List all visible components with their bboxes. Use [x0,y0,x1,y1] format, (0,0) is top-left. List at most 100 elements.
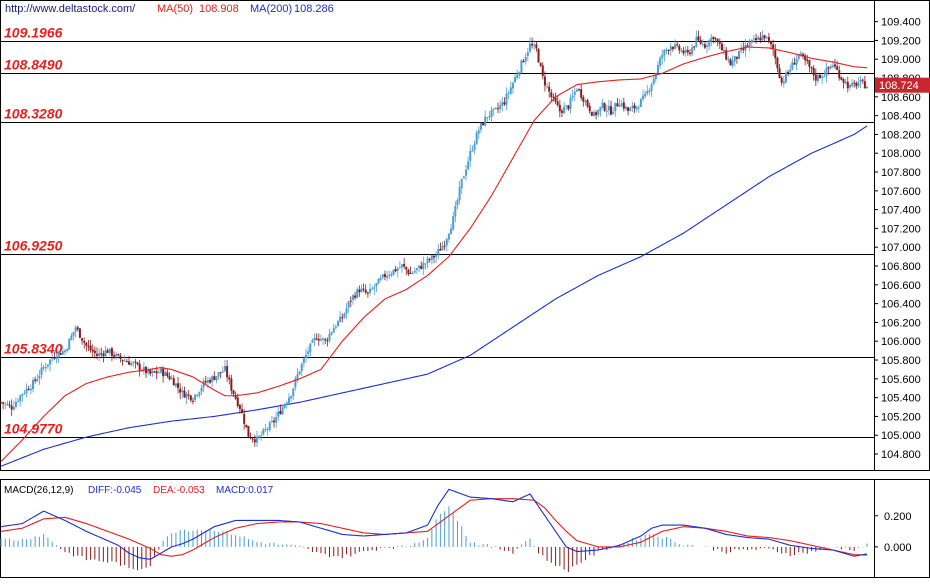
candle-body [369,288,372,293]
candle-body [115,354,118,358]
price-tick-label-15: 107.800 [881,167,921,179]
candle-body [725,50,728,60]
candle-body [814,74,817,81]
candle-body [162,368,165,377]
candle-body [458,187,461,201]
candle-body [610,106,613,115]
candle-body [153,371,156,373]
candle-body [439,249,442,251]
candle-body [836,66,839,70]
candle-body [300,363,303,372]
candle-body [138,363,141,371]
candle-body [136,362,139,365]
candle-body [17,401,20,403]
candle-body [755,38,758,41]
candle-body [799,53,802,55]
candle-body [467,161,470,170]
candle-body [34,379,37,381]
price-tick-label-6: 106.000 [881,336,921,348]
candle-body [134,361,137,363]
candle-body [618,105,621,107]
candle-body [123,360,126,362]
candle-body [575,89,578,92]
candle-body [113,355,116,357]
candle-body [776,57,779,69]
candle-body [789,69,792,72]
candle-body [528,43,531,52]
candle-body [723,49,726,52]
price-axis-ticks: 104.800 105.000 105.200 105.400 105.600 105.8… [874,17,921,461]
candle-body [328,333,331,341]
candle-body [343,313,346,318]
candle-body [482,122,485,126]
macd-panel [0,488,868,573]
candle-body [573,91,576,95]
candle-body [452,216,455,230]
candle-body [844,81,847,84]
candle-body [232,390,235,395]
level-label-3: 106.9250 [4,238,63,254]
candle-body [539,63,542,66]
price-tick-label-18: 108.400 [881,111,921,123]
current-price-tag-bg [875,77,930,93]
candle-body [209,380,212,383]
candle-body [213,376,216,380]
candle-body [614,102,617,112]
candle-body [518,72,521,76]
candle-body [68,339,71,350]
candle-body [104,350,107,357]
candle-body [151,371,154,374]
candle-body [447,233,450,240]
candle-body [422,262,425,269]
price-tick-label-3: 105.400 [881,393,921,405]
candle-body [211,376,214,383]
candle-body [433,256,435,258]
candle-body [861,79,864,81]
candle-body [791,62,794,70]
candle-body [53,357,56,359]
candle-body [93,350,96,354]
candle-body [526,52,529,57]
candle-body [462,176,465,179]
site-url[interactable]: http://www.deltastock.com/ [5,3,136,15]
candle-body [733,56,736,62]
candle-body [23,393,26,395]
candle-body [659,58,662,66]
candle-body [554,97,557,102]
candle-body [676,44,679,46]
candle-body [366,292,369,294]
candle-body [85,342,88,346]
candle-body [774,50,777,59]
candle-body [757,37,760,40]
candle-body [108,348,111,353]
candle-body [859,80,862,82]
candle-body [821,76,824,78]
candle-body [206,380,209,383]
candle-body [580,89,583,98]
candle-body [177,383,180,388]
candle-body [98,353,101,356]
candle-body [424,263,427,265]
ma50-label: MA(50) [157,3,193,15]
candle-body [415,268,418,271]
candle-body [185,393,188,398]
price-tick-label-8: 106.400 [881,299,921,311]
candle-body [81,338,84,341]
candle-body [548,86,551,92]
candle-body [247,426,250,437]
candle-body [699,40,702,44]
price-tick-label-13: 107.400 [881,205,921,217]
candle-body [697,36,700,41]
candle-body [362,288,365,290]
candle-body [543,76,546,86]
candle-body [168,376,171,380]
candle-body [578,89,581,91]
candle-body [345,308,348,314]
candle-body [347,301,350,308]
candle-body [305,354,308,358]
candle-body [514,77,517,83]
candle-body [63,350,66,353]
candle-body [194,394,197,401]
candle-body [531,44,534,46]
